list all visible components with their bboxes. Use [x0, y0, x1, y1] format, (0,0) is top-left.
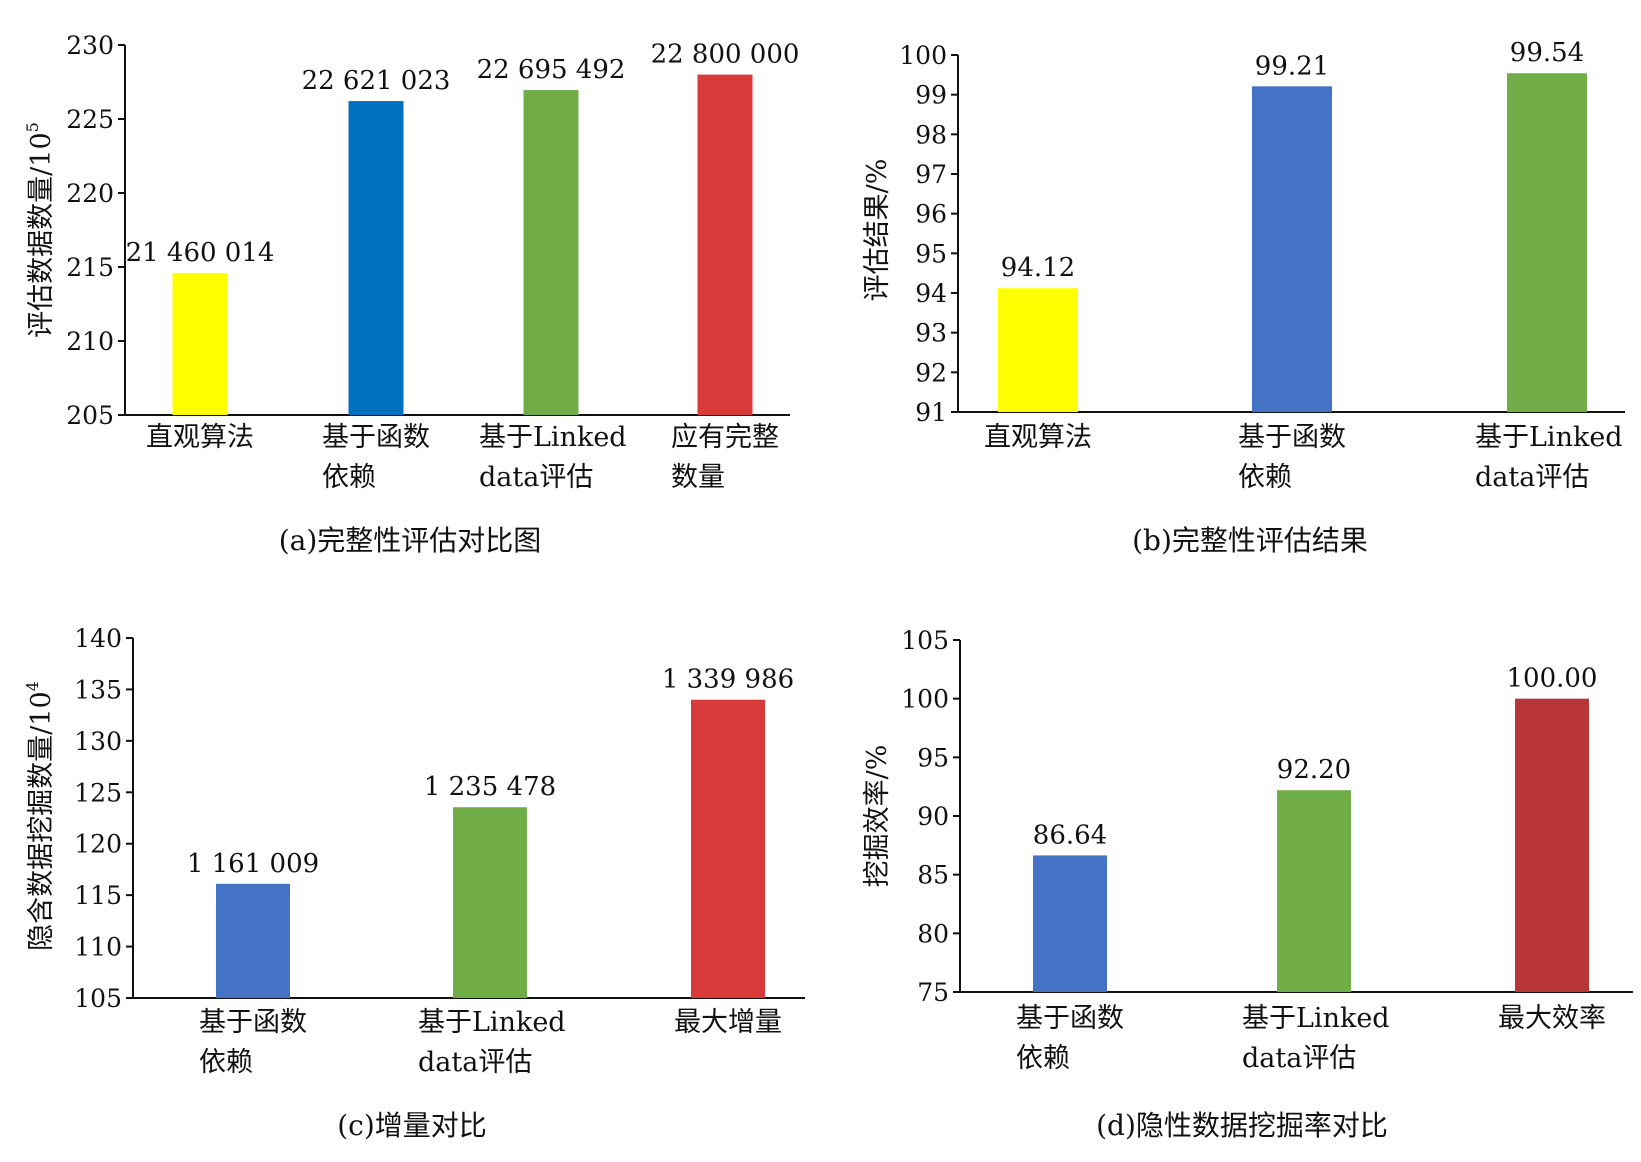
panel-caption: (d)隐性数据挖掘率对比 [1096, 1109, 1388, 1142]
bar [172, 272, 228, 415]
bar [1507, 73, 1587, 412]
category-label: data评估 [479, 462, 593, 493]
y-tick-label: 80 [917, 919, 949, 948]
y-tick-label: 225 [66, 105, 114, 134]
data-label: 1 161 009 [187, 849, 319, 879]
category-label: 应有完整 [671, 422, 779, 453]
data-label: 100.00 [1507, 664, 1598, 694]
y-tick-label: 130 [74, 727, 122, 756]
category-label: 基于Linked [1242, 1003, 1390, 1034]
y-tick-label: 91 [915, 398, 947, 427]
bar [1515, 698, 1589, 992]
y-tick-label: 210 [66, 327, 114, 356]
bar [998, 288, 1078, 412]
y-tick-label: 100 [901, 685, 949, 714]
y-tick-label: 94 [915, 279, 947, 308]
category-label: data评估 [1475, 462, 1589, 493]
y-tick-label: 205 [66, 401, 114, 430]
data-label: 22 800 000 [651, 40, 800, 70]
y-tick-label: 105 [901, 626, 949, 655]
y-tick-label: 90 [917, 802, 949, 831]
y-tick-label: 220 [66, 179, 114, 208]
bar [1033, 855, 1107, 992]
panel-caption: (b)完整性评估结果 [1132, 524, 1368, 557]
data-label: 92.20 [1277, 755, 1351, 785]
bar [1252, 86, 1332, 412]
bar [216, 883, 290, 998]
y-tick-label: 115 [74, 881, 122, 910]
bar [1277, 790, 1351, 992]
category-label: 基于函数 [199, 1007, 307, 1038]
data-label: 86.64 [1033, 820, 1107, 850]
bar [691, 699, 765, 998]
y-tick-label: 125 [74, 778, 122, 807]
y-tick-label: 75 [917, 978, 949, 1007]
category-label: 基于函数 [1016, 1003, 1124, 1034]
y-tick-label: 120 [74, 830, 122, 859]
y-axis-title: 评估数据数量/105 [23, 122, 57, 338]
y-tick-label: 97 [915, 160, 947, 189]
category-label: 依赖 [322, 462, 376, 493]
y-axis-title: 评估结果/% [862, 159, 893, 302]
y-tick-label: 215 [66, 253, 114, 282]
chart-panel-1: 205 210 215 220 225 230 21 460 014 直观算法 22 621 0… [23, 31, 799, 557]
category-label: 依赖 [1016, 1043, 1070, 1074]
y-tick-label: 93 [915, 319, 947, 348]
category-label: 基于Linked [418, 1007, 566, 1038]
category-label: 基于函数 [322, 422, 430, 453]
y-tick-label: 140 [74, 624, 122, 653]
category-label: data评估 [418, 1047, 532, 1078]
y-tick-label: 95 [917, 743, 949, 772]
category-label: 数量 [671, 462, 725, 493]
y-tick-label: 100 [899, 41, 947, 70]
data-label: 99.21 [1255, 51, 1329, 81]
data-label: 99.54 [1510, 38, 1584, 68]
category-label: 基于Linked [479, 422, 627, 453]
data-label: 1 339 986 [662, 665, 794, 695]
y-tick-label: 85 [917, 861, 949, 890]
y-tick-label: 96 [915, 200, 947, 229]
data-label: 1 235 478 [424, 772, 556, 802]
y-tick-label: 110 [74, 933, 122, 962]
bar [697, 74, 753, 415]
y-tick-label: 135 [74, 675, 122, 704]
bar [348, 101, 404, 415]
category-label: 直观算法 [984, 422, 1092, 453]
category-label: 基于Linked [1475, 422, 1623, 453]
category-label: 最大增量 [674, 1007, 782, 1038]
y-axis-title: 挖掘效率/% [862, 745, 893, 888]
bar [453, 807, 527, 998]
data-label: 22 695 492 [477, 55, 626, 85]
panel-caption: (c)增量对比 [337, 1109, 487, 1142]
y-tick-label: 230 [66, 31, 114, 60]
data-label: 22 621 023 [302, 66, 451, 96]
y-tick-label: 99 [915, 81, 947, 110]
y-axis-title: 隐含数据挖掘数量/104 [23, 681, 57, 951]
y-tick-label: 98 [915, 120, 947, 149]
panel-caption: (a)完整性评估对比图 [279, 524, 542, 557]
y-tick-label: 95 [915, 239, 947, 268]
bar [523, 90, 579, 415]
data-label: 94.12 [1001, 253, 1075, 283]
chart-panel-2: 91 92 93 94 95 96 97 98 99 100 94.12 直观算法 99.21 基于函数依… [862, 38, 1625, 557]
category-label: data评估 [1242, 1043, 1356, 1074]
category-label: 最大效率 [1498, 1003, 1606, 1034]
y-tick-label: 105 [74, 984, 122, 1013]
category-label: 直观算法 [146, 422, 254, 453]
category-label: 依赖 [1238, 462, 1292, 493]
category-label: 基于函数 [1238, 422, 1346, 453]
data-label: 21 460 014 [126, 238, 275, 268]
category-label: 依赖 [199, 1047, 253, 1078]
y-tick-label: 92 [915, 358, 947, 387]
